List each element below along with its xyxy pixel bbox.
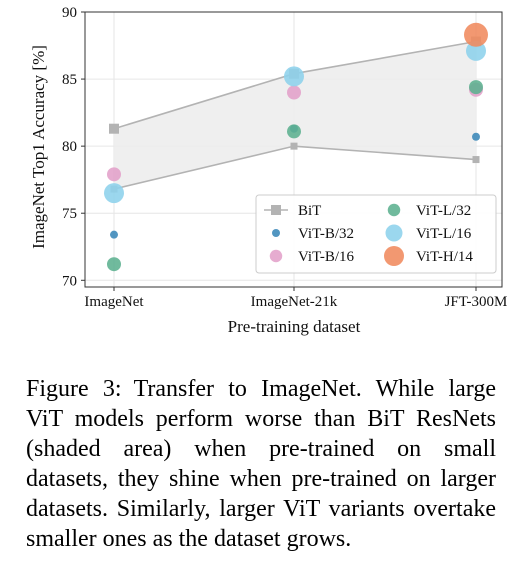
y-tick-label: 80 <box>62 139 77 155</box>
caption-text: Transfer to ImageNet. While large ViT mo… <box>26 376 497 552</box>
vit-l-16-point <box>104 183 124 204</box>
vit-l-16-point <box>284 66 304 87</box>
legend-vit-l-16-label: ViT-L/16 <box>416 226 472 242</box>
vit-l-16-point <box>466 40 486 61</box>
vit-l-32-point <box>287 124 301 139</box>
accuracy-chart: ImageNet Top1 Accuracy [%] Pre-training … <box>29 5 508 336</box>
legend-vit-b-16-marker <box>269 249 283 263</box>
vit-h-14-point <box>464 22 488 47</box>
bit-low-marker <box>472 156 480 164</box>
legend-bit-label: BiT <box>298 203 321 219</box>
vit-l-32-point <box>469 80 483 95</box>
vit-b-32-point <box>110 230 118 239</box>
y-tick-label: 70 <box>62 273 77 289</box>
y-tick-label: 85 <box>62 72 77 88</box>
x-tick-label: JFT-300M <box>445 294 508 310</box>
vit-b-16-point <box>287 85 301 100</box>
caption-label: Figure 3: <box>26 376 122 402</box>
vit-l-32-point <box>107 257 121 272</box>
legend-vit-b-32-marker <box>272 229 280 237</box>
legend-vit-h-14-label: ViT-H/14 <box>416 249 473 265</box>
legend-vit-b-16-label: ViT-B/16 <box>298 249 355 265</box>
vit-b-32-point <box>472 132 480 141</box>
legend-bit-marker <box>271 205 281 215</box>
legend-vit-l-16-marker <box>385 224 403 242</box>
x-tick-label: ImageNet <box>84 294 144 310</box>
y-tick-label: 75 <box>62 206 77 222</box>
bit-low-marker <box>290 142 298 150</box>
legend-vit-l-32-label: ViT-L/32 <box>416 203 471 219</box>
legend-vit-l-32-marker <box>387 203 401 217</box>
figure-caption: Figure 3: Transfer to ImageNet. While lar… <box>26 374 496 554</box>
y-axis-label: ImageNet Top1 Accuracy [%] <box>29 45 48 249</box>
legend-vit-h-14-marker <box>384 246 404 266</box>
x-axis-label: Pre-training dataset <box>228 317 361 336</box>
vit-b-16-point <box>107 167 121 182</box>
legend-vit-b-32-label: ViT-B/32 <box>298 226 354 242</box>
bit-marker <box>109 123 119 134</box>
y-tick-label: 90 <box>62 5 77 21</box>
legend-box <box>255 194 497 274</box>
x-tick-label: ImageNet-21k <box>251 294 338 310</box>
